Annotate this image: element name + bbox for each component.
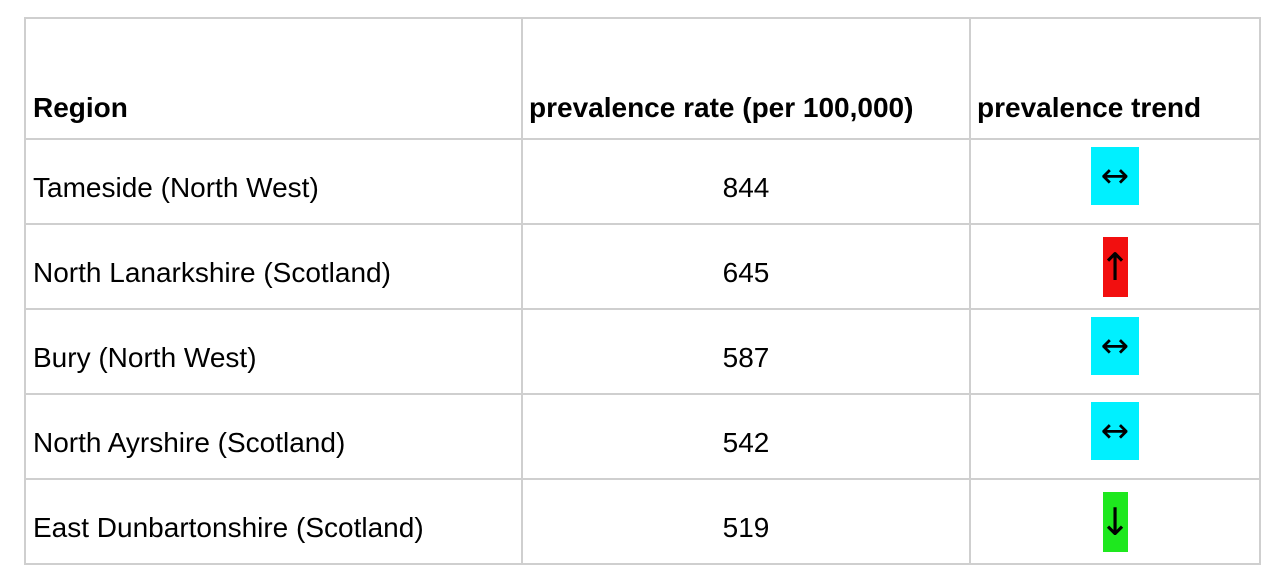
prevalence-table-container: Region prevalence rate (per 100,000) pre… [24,17,1261,565]
region-cell: Tameside (North West) [24,138,523,225]
prevalence-table: Region prevalence rate (per 100,000) pre… [24,17,1261,565]
trend-cell: ↔ [969,393,1261,480]
rate-header: prevalence rate (per 100,000) [521,17,971,140]
trend-cell: ↔ [969,308,1261,395]
trend-cell: ↑ [969,223,1261,310]
left-right-arrow-icon: ↔ [1091,401,1139,460]
table-row: Tameside (North West) 844 ↔ [24,138,1261,225]
rate-cell: 542 [521,393,971,480]
rate-cell: 844 [521,138,971,225]
trend-cell: ↔ [969,138,1261,225]
rate-cell: 645 [521,223,971,310]
region-header: Region [24,17,523,140]
rate-cell: 519 [521,478,971,565]
table-row: North Lanarkshire (Scotland) 645 ↑ [24,223,1261,310]
region-cell: North Lanarkshire (Scotland) [24,223,523,310]
table-row: North Ayrshire (Scotland) 542 ↔ [24,393,1261,480]
region-cell: North Ayrshire (Scotland) [24,393,523,480]
up-arrow-icon: ↑ [1099,236,1131,297]
left-right-arrow-icon: ↔ [1091,146,1139,205]
trend-header: prevalence trend [969,17,1261,140]
rate-cell: 587 [521,308,971,395]
down-arrow-icon: ↓ [1099,491,1131,552]
region-cell: East Dunbartonshire (Scotland) [24,478,523,565]
trend-cell: ↓ [969,478,1261,565]
region-cell: Bury (North West) [24,308,523,395]
left-right-arrow-icon: ↔ [1091,316,1139,375]
header-row: Region prevalence rate (per 100,000) pre… [24,17,1261,140]
table-row: East Dunbartonshire (Scotland) 519 ↓ [24,478,1261,565]
table-row: Bury (North West) 587 ↔ [24,308,1261,395]
